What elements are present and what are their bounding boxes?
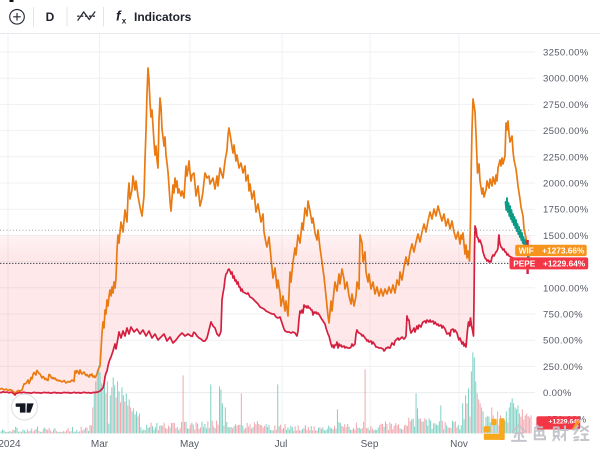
- svg-text:Sep: Sep: [361, 439, 379, 450]
- svg-text:Mar: Mar: [91, 439, 109, 450]
- svg-text:WIF: WIF: [519, 246, 534, 256]
- svg-text:Jul: Jul: [275, 439, 288, 450]
- svg-text:2250.00%: 2250.00%: [543, 152, 589, 163]
- svg-text:2024: 2024: [0, 439, 21, 450]
- svg-text:3000.00%: 3000.00%: [543, 74, 589, 85]
- svg-text:3250.00%: 3250.00%: [543, 48, 589, 59]
- svg-text:+1229.64%: +1229.64%: [549, 419, 584, 426]
- svg-text:x: x: [122, 17, 127, 26]
- svg-text:+1229.64%: +1229.64%: [543, 259, 586, 269]
- svg-text:f: f: [116, 9, 122, 24]
- svg-text:May: May: [180, 439, 199, 450]
- svg-text:Indicators: Indicators: [134, 10, 192, 24]
- svg-text:Nov: Nov: [450, 439, 468, 450]
- svg-text:D: D: [46, 10, 55, 24]
- svg-text:+1273.66%: +1273.66%: [542, 246, 585, 256]
- svg-text:250.00%: 250.00%: [543, 362, 583, 373]
- svg-text:500.00%: 500.00%: [543, 336, 583, 347]
- svg-text:0.00%: 0.00%: [543, 388, 572, 399]
- svg-text:1000.00%: 1000.00%: [543, 283, 589, 294]
- svg-text:750.00%: 750.00%: [543, 310, 583, 321]
- svg-text:1500.00%: 1500.00%: [543, 231, 589, 242]
- svg-text:2500.00%: 2500.00%: [543, 126, 589, 137]
- svg-text:2750.00%: 2750.00%: [543, 100, 589, 111]
- svg-text:PEPE: PEPE: [513, 259, 536, 269]
- svg-text:2000.00%: 2000.00%: [543, 179, 589, 190]
- svg-text:1750.00%: 1750.00%: [543, 205, 589, 216]
